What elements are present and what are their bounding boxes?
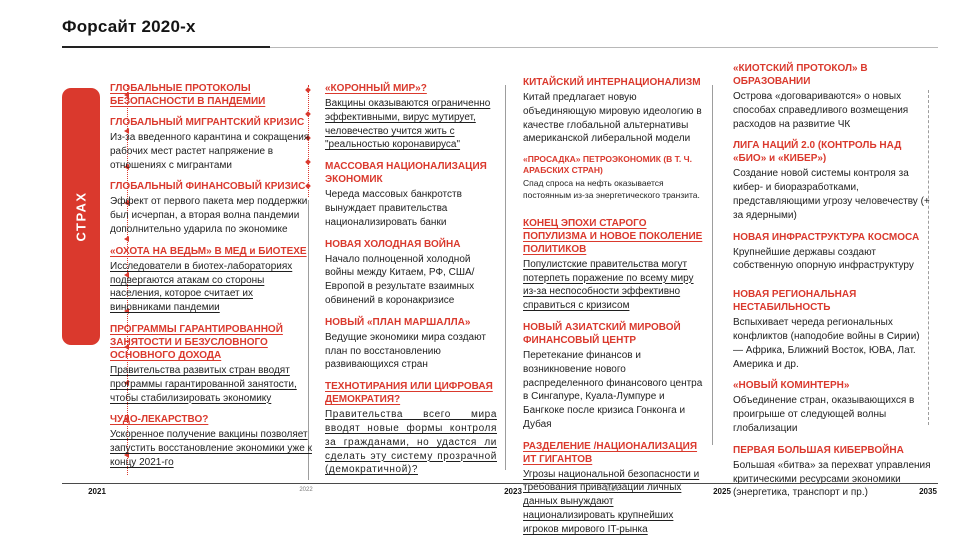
topic-title: «ПРОСАДКА» ПЕТРОЭКОНОМИК (В Т. Ч. АРАБСК… bbox=[523, 154, 692, 176]
arrow-left-icon bbox=[124, 128, 129, 134]
arrow-left-icon bbox=[124, 380, 129, 386]
topic-body[interactable]: Ускоренное получение вакцины позволяет з… bbox=[110, 429, 312, 468]
timeline-year: 2024 bbox=[605, 487, 619, 493]
separator-col3-col4 bbox=[712, 85, 713, 445]
topic-body[interactable]: Правительства развитых стран вводят прог… bbox=[110, 364, 297, 404]
topic-title: НОВАЯ РЕГИОНАЛЬНАЯ НЕСТАБИЛЬНОСТЬ bbox=[733, 289, 857, 314]
topic-title: ПЕРВАЯ БОЛЬШАЯ КИБЕРВОЙНА bbox=[733, 444, 904, 456]
topic-body: Китай предлагает новую объединяющую миро… bbox=[523, 92, 702, 145]
topic-item: РАЗДЕЛЕНИЕ /НАЦИОНАЛИЗАЦИЯ ИТ ГИГАНТОВ Уг… bbox=[523, 440, 705, 537]
timeline-year: 2025 bbox=[713, 487, 731, 496]
topic-title: МАССОВАЯ НАЦИОНАЛИЗАЦИЯ ЭКОНОМИК bbox=[325, 161, 487, 186]
timeline-year: 2035 bbox=[919, 487, 937, 496]
topic-title[interactable]: «КОРОННЫЙ МИР»? bbox=[325, 83, 427, 94]
topic-body: Большая «битва» за перехват управления к… bbox=[733, 459, 931, 499]
column-1: ГЛОБАЛЬНЫЕ ПРОТОКОЛЫ БЕЗОПАСНОСТИ В ПАНД… bbox=[110, 82, 312, 478]
topic-body: Эффект от первого пакета мер поддержки б… bbox=[110, 196, 308, 235]
separator-dotted-col1 bbox=[308, 85, 309, 197]
fear-axis-label: СТРАХ bbox=[73, 191, 89, 242]
timeline-axis bbox=[62, 483, 938, 484]
title-rule-light bbox=[62, 47, 938, 48]
topic-title[interactable]: ТЕХНОТИРАНИЯ ИЛИ ЦИФРОВАЯ ДЕМОКРАТИЯ? bbox=[325, 381, 493, 406]
topic-body: Объединение стран, оказывающихся в проиг… bbox=[733, 395, 915, 434]
topic-item: НОВАЯ ХОЛОДНАЯ ВОЙНА Начало полноценной х… bbox=[325, 238, 497, 308]
separator-right-dashed bbox=[928, 90, 929, 425]
topic-item: «НОВЫЙ КОМИНТЕРН» Объединение стран, оказ… bbox=[733, 379, 931, 435]
topic-title: НОВАЯ ХОЛОДНАЯ ВОЙНА bbox=[325, 238, 461, 250]
topic-body: Вспыхивает череда региональных конфликто… bbox=[733, 317, 920, 370]
topic-item: ГЛОБАЛЬНЫЕ ПРОТОКОЛЫ БЕЗОПАСНОСТИ В ПАНД… bbox=[110, 82, 312, 108]
topic-item: «КОРОННЫЙ МИР»? Вакцины оказываются огран… bbox=[325, 82, 497, 152]
topic-body[interactable]: Правительства всего мира вводят новые фо… bbox=[325, 409, 497, 476]
topic-item: ЛИГА НАЦИЙ 2.0 (КОНТРОЛЬ НАД «БИО» и «КИ… bbox=[733, 139, 931, 222]
topic-item: ЧУДО-ЛЕКАРСТВО? Ускоренное получение вакц… bbox=[110, 413, 312, 469]
topic-title: ГЛОБАЛЬНЫЙ ФИНАНСОВЫЙ КРИЗИС bbox=[110, 181, 306, 193]
timeline-year: 2021 bbox=[88, 487, 106, 496]
topic-item: НОВАЯ ИНФРАСТРУКТУРА КОСМОСА Крупнейшие д… bbox=[733, 231, 931, 274]
separator-col1-col2 bbox=[308, 200, 309, 480]
topic-item: МАССОВАЯ НАЦИОНАЛИЗАЦИЯ ЭКОНОМИК Череда м… bbox=[325, 160, 497, 229]
arrow-left-icon bbox=[124, 344, 129, 350]
topic-item: КОНЕЦ ЭПОХИ СТАРОГО ПОПУЛИЗМА И НОВОЕ ПО… bbox=[523, 217, 705, 313]
topic-item: «ОХОТА НА ВЕДЬМ» В МЕД и БИОТЕХЕ Исследов… bbox=[110, 245, 312, 315]
fear-axis-bar: СТРАХ bbox=[62, 88, 100, 345]
topic-title[interactable]: ЧУДО-ЛЕКАРСТВО? bbox=[110, 414, 209, 426]
topic-item: НОВЫЙ «ПЛАН МАРШАЛЛА» Ведущие экономики м… bbox=[325, 316, 497, 372]
topic-body: Перетекание финансов и возникновение нов… bbox=[523, 349, 703, 430]
topic-body[interactable]: Исследователи в биотех-лабораториях подв… bbox=[110, 260, 293, 314]
arrow-left-icon bbox=[124, 164, 129, 170]
column-4: «КИОТСКИЙ ПРОТОКОЛ» В ОБРАЗОВАНИИ Острова… bbox=[733, 62, 931, 508]
topic-item: «ПРОСАДКА» ПЕТРОЭКОНОМИК (В Т. Ч. АРАБСК… bbox=[523, 154, 705, 202]
topic-body: Череда массовых банкротств вынуждает пра… bbox=[325, 189, 462, 228]
topic-title: «НОВЫЙ КОМИНТЕРН» bbox=[733, 380, 850, 392]
topic-item: ПЕРВАЯ БОЛЬШАЯ КИБЕРВОЙНА Большая «битва»… bbox=[733, 444, 931, 500]
topic-title[interactable]: ГЛОБАЛЬНЫЕ ПРОТОКОЛЫ БЕЗОПАСНОСТИ В ПАНД… bbox=[110, 83, 266, 107]
topic-body: Из-за введенного карантина и сокращения … bbox=[110, 132, 310, 171]
topic-title: НОВАЯ ИНФРАСТРУКТУРА КОСМОСА bbox=[733, 231, 920, 243]
topic-body[interactable]: Вакцины оказываются ограниченно эффектив… bbox=[325, 98, 491, 151]
arrow-left-icon bbox=[124, 416, 129, 422]
topic-item: «КИОТСКИЙ ПРОТОКОЛ» В ОБРАЗОВАНИИ Острова… bbox=[733, 62, 931, 131]
arrow-left-icon bbox=[124, 236, 129, 242]
arrow-left-icon bbox=[124, 200, 129, 206]
topic-title: НОВЫЙ «ПЛАН МАРШАЛЛА» bbox=[325, 316, 471, 328]
topic-item: ГЛОБАЛЬНЫЙ МИГРАНТСКИЙ КРИЗИС Из-за введе… bbox=[110, 116, 312, 172]
topic-title: «КИОТСКИЙ ПРОТОКОЛ» В ОБРАЗОВАНИИ bbox=[733, 63, 868, 87]
arrow-left-icon bbox=[124, 272, 129, 278]
topic-item: ГЛОБАЛЬНЫЙ ФИНАНСОВЫЙ КРИЗИС Эффект от пе… bbox=[110, 180, 312, 236]
topic-body: Спад спроса на нефть оказывается постоян… bbox=[523, 178, 700, 200]
arrow-left-icon bbox=[124, 92, 129, 98]
topic-item: КИТАЙСКИЙ ИНТЕРНАЦИОНАЛИЗМ Китай предлага… bbox=[523, 76, 705, 146]
topic-body: Крупнейшие державы создают собственную о… bbox=[733, 246, 914, 272]
arrow-left-icon bbox=[124, 452, 129, 458]
topic-body[interactable]: Угрозы национальной безопасности и требо… bbox=[523, 468, 700, 535]
page-title: Форсайт 2020-х bbox=[62, 17, 196, 36]
separator-col2-col3 bbox=[505, 85, 506, 470]
topic-title[interactable]: ПРОГРАММЫ ГАРАНТИРОВАННОЙ ЗАНЯТОСТИ И БЕ… bbox=[110, 323, 283, 361]
topic-title: ГЛОБАЛЬНЫЙ МИГРАНТСКИЙ КРИЗИС bbox=[110, 117, 305, 128]
topic-title[interactable]: КОНЕЦ ЭПОХИ СТАРОГО ПОПУЛИЗМА И НОВОЕ ПО… bbox=[523, 217, 703, 255]
column-2: «КОРОННЫЙ МИР»? Вакцины оказываются огран… bbox=[325, 82, 497, 485]
timeline-year: 2022 bbox=[299, 487, 313, 493]
topic-item: НОВАЯ РЕГИОНАЛЬНАЯ НЕСТАБИЛЬНОСТЬ Вспыхив… bbox=[733, 288, 931, 371]
title-rule-dark bbox=[62, 46, 270, 48]
topic-title[interactable]: «ОХОТА НА ВЕДЬМ» В МЕД и БИОТЕХЕ bbox=[110, 245, 307, 257]
topic-item: ТЕХНОТИРАНИЯ ИЛИ ЦИФРОВАЯ ДЕМОКРАТИЯ? Пра… bbox=[325, 380, 497, 477]
topic-body: Ведущие экономики мира создают план по в… bbox=[325, 331, 486, 371]
timeline-year: 2023 bbox=[504, 487, 522, 496]
topic-body: Создание новой системы контроля за кибер… bbox=[733, 168, 930, 221]
topic-item: ПРОГРАММЫ ГАРАНТИРОВАННОЙ ЗАНЯТОСТИ И БЕ… bbox=[110, 323, 312, 405]
topic-title: КИТАЙСКИЙ ИНТЕРНАЦИОНАЛИЗМ bbox=[523, 77, 701, 88]
topic-item: НОВЫЙ АЗИАТСКИЙ МИРОВОЙ ФИНАНСОВЫЙ ЦЕНТР… bbox=[523, 321, 705, 432]
topic-title: ЛИГА НАЦИЙ 2.0 (КОНТРОЛЬ НАД «БИО» и «КИ… bbox=[733, 140, 902, 165]
topic-title[interactable]: РАЗДЕЛЕНИЕ /НАЦИОНАЛИЗАЦИЯ ИТ ГИГАНТОВ bbox=[523, 440, 698, 465]
separator-dotted-fear bbox=[127, 85, 128, 475]
topic-title: НОВЫЙ АЗИАТСКИЙ МИРОВОЙ ФИНАНСОВЫЙ ЦЕНТР bbox=[523, 321, 681, 346]
arrow-left-icon bbox=[124, 308, 129, 314]
column-3: КИТАЙСКИЙ ИНТЕРНАЦИОНАЛИЗМ Китай предлага… bbox=[523, 76, 705, 545]
topic-body[interactable]: Популистские правительства могут потерпе… bbox=[523, 258, 694, 312]
topic-body: Начало полноценной холодной войны между … bbox=[325, 253, 475, 306]
topic-body: Острова «договариваются» о новых способа… bbox=[733, 91, 909, 130]
